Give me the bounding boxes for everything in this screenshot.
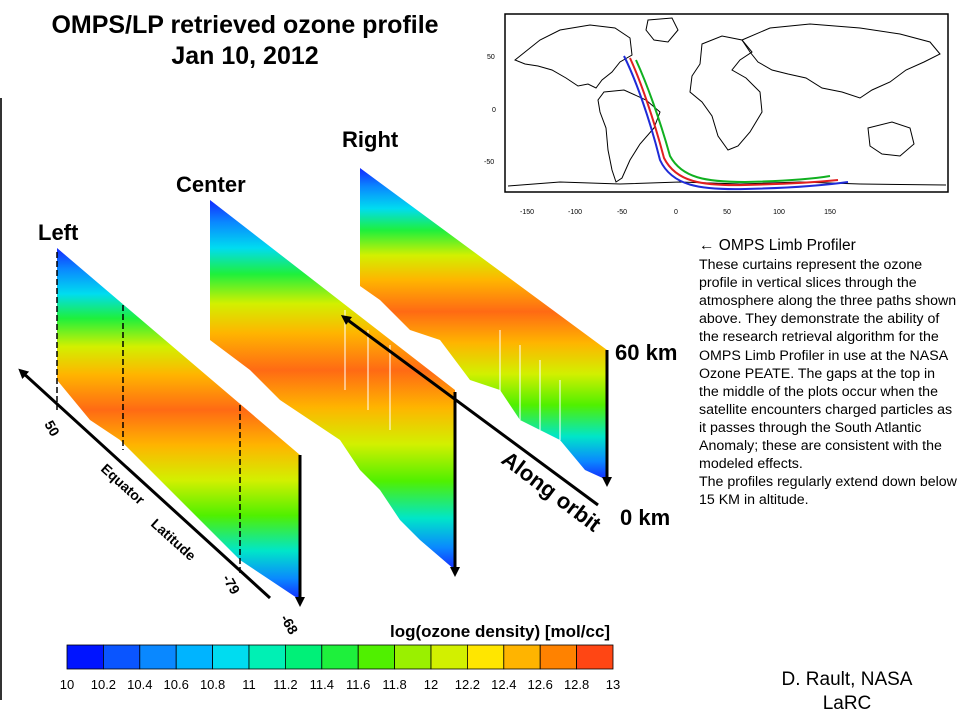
- credit-line-1: D. Rault, NASA: [781, 669, 913, 690]
- description-panel: ← OMPS Limb Profiler These curtains repr…: [699, 237, 957, 509]
- europe-africa-outline: [689, 35, 763, 151]
- colorbar-cell: [175, 644, 213, 670]
- australia-outline: [867, 121, 915, 157]
- author-credit: D. Rault, NASA LaRC: [752, 668, 942, 716]
- curtain-center: [210, 200, 460, 577]
- altitude-label-bottom: 0 km: [620, 505, 670, 530]
- north-america-outline: [514, 24, 633, 89]
- colorbar-title: log(ozone density) [mol/cc]: [390, 622, 610, 641]
- colorbar-cell: [103, 644, 141, 670]
- title-line-1: OMPS/LP retrieved ozone profile: [51, 11, 439, 39]
- latitude-tick-minus79: -79: [219, 572, 243, 598]
- asia-outline: [741, 23, 941, 99]
- colorbar: 10 10.2 10.4 10.6 10.8 11 11.2 11.4 11.6 11.8 12 12…: [60, 644, 620, 692]
- colorbar-cell: [466, 644, 505, 670]
- credit-line-2: LaRC: [822, 693, 872, 714]
- curtain-label-right: Right: [342, 127, 399, 152]
- colorbar-cell: [357, 644, 396, 670]
- colorbar-cell: [139, 644, 177, 670]
- colorbar-cell: [576, 644, 614, 670]
- curtain-label-left: Left: [38, 220, 79, 245]
- world-map-inset: 50 0 -50 -150 -100 -50 0 50 100 150: [484, 13, 949, 216]
- colorbar-cell: [284, 644, 323, 670]
- colorbar-tick-label: 10.8: [200, 677, 225, 692]
- colorbar-tick-label: 11: [242, 677, 256, 692]
- colorbar-cell: [539, 644, 578, 670]
- colorbar-cell: [66, 644, 104, 670]
- map-y-tick: -50: [484, 159, 494, 166]
- description-paragraph-1: These curtains represent the ozone profi…: [699, 257, 957, 473]
- colorbar-tick-label: 10.6: [164, 677, 189, 692]
- curtain-label-center: Center: [176, 172, 246, 197]
- map-x-tick: 50: [723, 209, 731, 216]
- left-divider-rule: [0, 98, 2, 700]
- curtain-left: [56, 248, 305, 607]
- map-x-tick: 0: [674, 209, 678, 216]
- latitude-tick-50: 50: [41, 418, 63, 440]
- map-x-tick: 100: [773, 209, 785, 216]
- colorbar-tick-label: 10.4: [127, 677, 152, 692]
- map-x-tick: -150: [520, 209, 534, 216]
- map-y-tick: 0: [492, 107, 496, 114]
- latitude-axis-label: Latitude: [148, 515, 199, 563]
- latitude-tick-equator: Equator: [98, 460, 148, 508]
- greenland-outline: [645, 17, 679, 43]
- title-line-2: Jan 10, 2012: [171, 42, 319, 70]
- latitude-tick-minus68: -68: [277, 612, 301, 638]
- map-axis-ticks: 50 0 -50 -150 -100 -50 0 50 100 150: [484, 54, 836, 216]
- colorbar-tick-label: 12.4: [491, 677, 516, 692]
- map-x-tick: -100: [568, 209, 582, 216]
- track-center: [629, 57, 839, 187]
- map-y-tick: 50: [487, 54, 495, 61]
- colorbar-tick-label: 12.2: [455, 677, 480, 692]
- colorbar-tick-label: 10.2: [91, 677, 116, 692]
- description-paragraph-2: The profiles regularly extend down below…: [699, 474, 957, 509]
- colorbar-cell: [248, 644, 286, 670]
- colorbar-cell: [212, 644, 250, 670]
- latitude-axis-arrow: [18, 368, 272, 600]
- colorbar-tick-label: 11.4: [310, 677, 334, 692]
- curtain-right-gaps: [499, 330, 561, 440]
- colorbar-tick-label: 12.6: [528, 677, 553, 692]
- map-frame: [504, 13, 949, 193]
- colorbar-tick-label: 11.8: [382, 677, 406, 692]
- colorbar-tick-label: 10: [60, 677, 74, 692]
- description-heading: ← OMPS Limb Profiler: [699, 237, 856, 254]
- track-right: [635, 59, 831, 184]
- colorbar-tick-label: 12: [424, 677, 438, 692]
- map-x-tick: 150: [824, 209, 836, 216]
- track-left: [623, 55, 849, 191]
- colorbar-tick-label: 11.6: [346, 677, 370, 692]
- continent-outlines: [507, 17, 947, 187]
- colorbar-cell: [503, 644, 541, 670]
- altitude-label-top: 60 km: [615, 340, 677, 365]
- colorbar-cell: [394, 644, 432, 670]
- south-america-outline: [597, 89, 661, 183]
- latitude-markers: [56, 252, 241, 575]
- curtain-right: [360, 168, 612, 487]
- colorbar-cell: [430, 644, 468, 670]
- colorbar-tick-label: 12.8: [564, 677, 589, 692]
- colorbar-tick-label: 11.2: [273, 677, 297, 692]
- colorbar-cell: [321, 644, 359, 670]
- colorbar-tick-label: 13: [606, 677, 620, 692]
- satellite-ground-tracks: [623, 55, 849, 191]
- map-x-tick: -50: [617, 209, 627, 216]
- along-orbit-arrow: [340, 315, 599, 507]
- slide-title: OMPS/LP retrieved ozone profile Jan 10, …: [10, 10, 480, 72]
